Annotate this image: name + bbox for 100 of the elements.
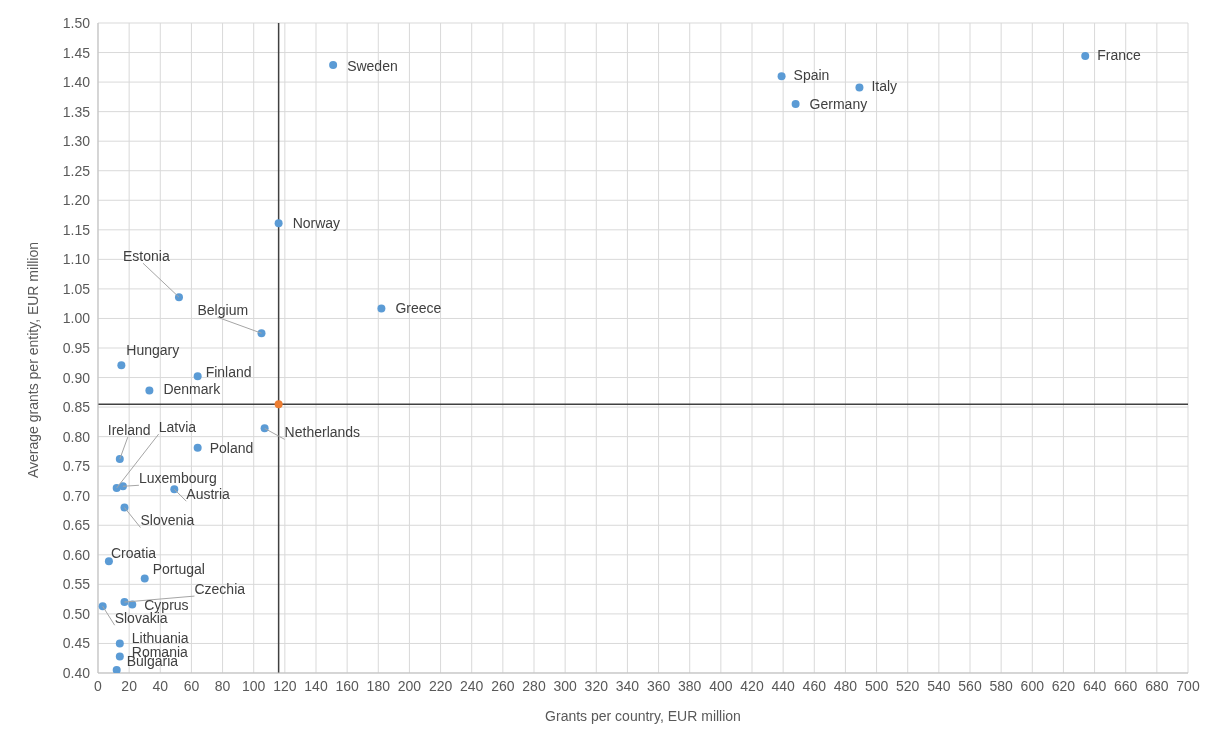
x-tick-label: 200 — [397, 677, 422, 694]
x-tick-label: 260 — [491, 677, 515, 694]
y-tick-label: 0.75 — [62, 458, 91, 475]
y-tick-label: 1.10 — [62, 251, 91, 268]
x-tick-label: 240 — [460, 677, 484, 694]
point — [274, 219, 283, 228]
x-tick-label: 60 — [183, 677, 200, 694]
point — [117, 361, 126, 370]
point — [112, 666, 121, 673]
point — [791, 99, 800, 108]
y-tick-label: 0.65 — [62, 517, 91, 534]
point — [274, 400, 283, 409]
x-tick-label: 620 — [1051, 677, 1076, 694]
x-tick-label: 700 — [1176, 677, 1200, 694]
annotation: Belgium — [197, 301, 249, 318]
x-tick-label: 180 — [366, 677, 391, 694]
point — [140, 574, 149, 583]
x-tick-label: 40 — [152, 677, 169, 694]
x-tick-label: 160 — [335, 677, 360, 694]
x-tick-label: 0 — [94, 677, 103, 694]
point — [115, 639, 124, 648]
annotation: Austria — [186, 485, 231, 502]
annotation: France — [1097, 46, 1142, 63]
annotation: Denmark — [163, 381, 222, 398]
y-tick-label: 0.85 — [62, 399, 91, 416]
x-tick-label: 100 — [242, 677, 266, 694]
x-tick-label: 440 — [771, 677, 796, 694]
annotation: Germany — [809, 95, 868, 112]
x-tick-label: 600 — [1020, 677, 1045, 694]
x-tick-label: 220 — [428, 677, 453, 694]
x-tick-label: 280 — [522, 677, 546, 694]
annotation: Portugal — [152, 561, 205, 578]
annotation: Greece — [395, 300, 442, 317]
point — [377, 304, 386, 313]
y-tick-label: 1.45 — [62, 44, 91, 61]
annotation: Norway — [292, 215, 341, 232]
point — [855, 83, 864, 92]
y-tick-label: 1.50 — [62, 14, 91, 31]
annotation: Poland — [209, 439, 254, 456]
annotation: Luxembourg — [138, 469, 217, 486]
x-tick-label: 420 — [740, 677, 764, 694]
point — [104, 557, 113, 566]
x-tick-label: 640 — [1082, 677, 1107, 694]
x-tick-label: 20 — [121, 677, 138, 694]
x-tick-label: 120 — [273, 677, 297, 694]
y-tick-label: 1.30 — [62, 133, 91, 150]
x-tick-label: 80 — [214, 677, 231, 694]
y-tick-label: 1.15 — [62, 221, 91, 238]
x-tick-label: 460 — [802, 677, 827, 694]
y-tick-label: 0.60 — [62, 546, 91, 563]
point — [777, 72, 786, 81]
y-tick-label: 0.80 — [62, 428, 91, 445]
x-tick-label: 340 — [615, 677, 640, 694]
point — [145, 386, 154, 395]
annotation: Slovenia — [140, 512, 195, 529]
x-tick-label: 580 — [989, 677, 1014, 694]
annotation: Czechia — [194, 580, 246, 597]
y-tick-label: 0.95 — [62, 339, 91, 356]
y-tick-label: 0.50 — [62, 605, 91, 622]
annotation: Spain — [793, 66, 830, 83]
y-tick-label: 0.40 — [62, 664, 91, 681]
x-tick-label: 400 — [709, 677, 733, 694]
annotation: Finland — [205, 364, 252, 381]
annotation: Hungary — [126, 341, 180, 358]
annotation: Sweden — [347, 57, 398, 74]
annotation: Ireland — [107, 421, 151, 438]
x-tick-label: 660 — [1114, 677, 1138, 694]
y-tick-label: 1.35 — [62, 103, 91, 120]
point — [193, 443, 202, 452]
annotation: Croatia — [110, 545, 157, 562]
x-tick-label: 320 — [584, 677, 609, 694]
y-tick-label: 1.25 — [62, 162, 91, 179]
y-tick-label: 1.05 — [62, 280, 91, 297]
point — [193, 372, 202, 381]
y-tick-label: 1.00 — [62, 310, 91, 327]
y-axis-title: Average grants per entity, EUR million — [24, 241, 41, 478]
annotation: Netherlands — [284, 424, 361, 441]
y-tick-label: 1.40 — [62, 74, 91, 91]
x-tick-label: 560 — [958, 677, 982, 694]
x-tick-label: 680 — [1145, 677, 1169, 694]
x-tick-label: 300 — [553, 677, 578, 694]
x-axis-title: Grants per country, EUR million — [545, 708, 741, 724]
y-tick-label: 0.45 — [62, 635, 91, 652]
x-tick-label: 480 — [833, 677, 858, 694]
annotation: Latvia — [158, 418, 197, 435]
x-tick-label: 380 — [678, 677, 702, 694]
y-tick-label: 1.20 — [62, 192, 91, 209]
x-tick-label: 540 — [927, 677, 951, 694]
y-tick-label: 0.70 — [62, 487, 91, 504]
y-tick-label: 0.55 — [62, 576, 91, 593]
annotation: Italy — [871, 78, 898, 95]
point — [1081, 52, 1090, 61]
point — [329, 60, 338, 69]
x-tick-label: 500 — [864, 677, 889, 694]
x-tick-label: 520 — [896, 677, 920, 694]
x-tick-label: 140 — [304, 677, 328, 694]
annotation: Lithuania — [131, 630, 189, 647]
annotation: Estonia — [122, 247, 170, 264]
y-tick-label: 0.90 — [62, 369, 91, 386]
point — [115, 652, 124, 661]
